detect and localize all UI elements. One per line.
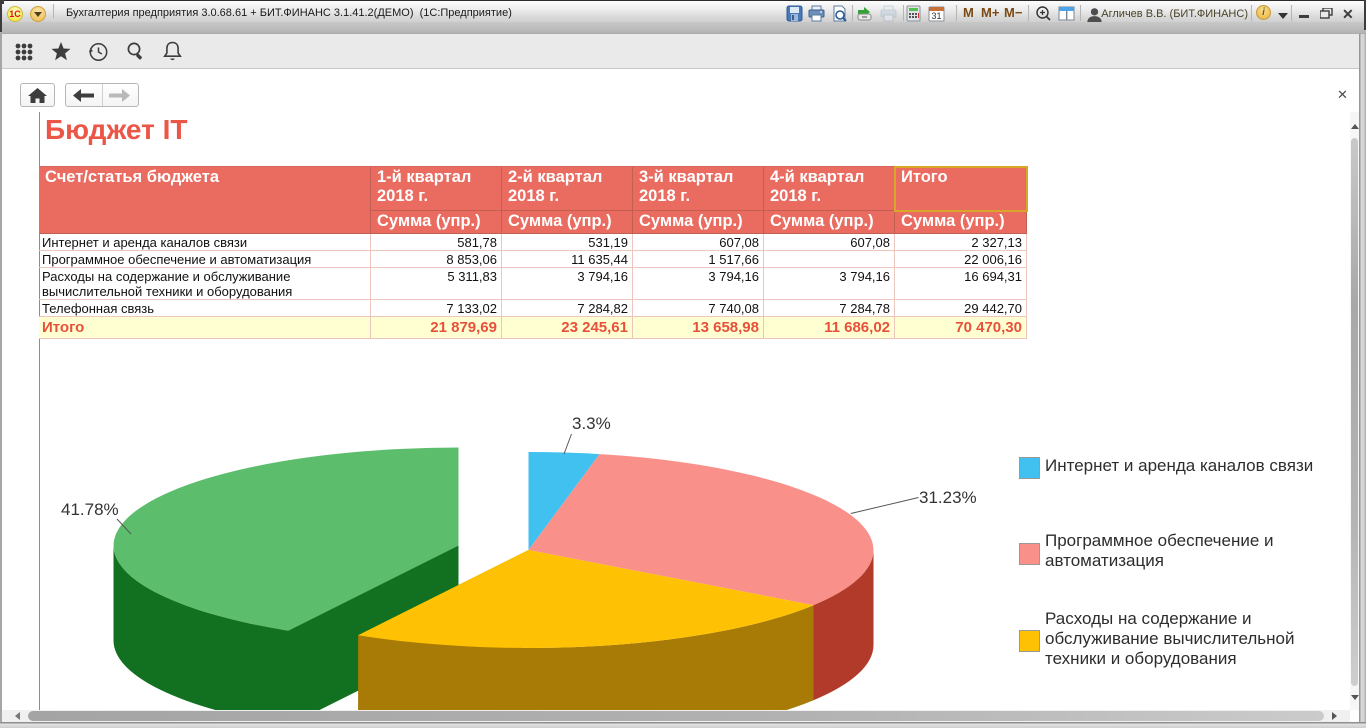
svg-text:31: 31 [931, 11, 941, 21]
svg-text:41.78%: 41.78% [61, 500, 119, 519]
svg-text:31.23%: 31.23% [919, 488, 977, 507]
svg-text:3.3%: 3.3% [572, 414, 611, 433]
